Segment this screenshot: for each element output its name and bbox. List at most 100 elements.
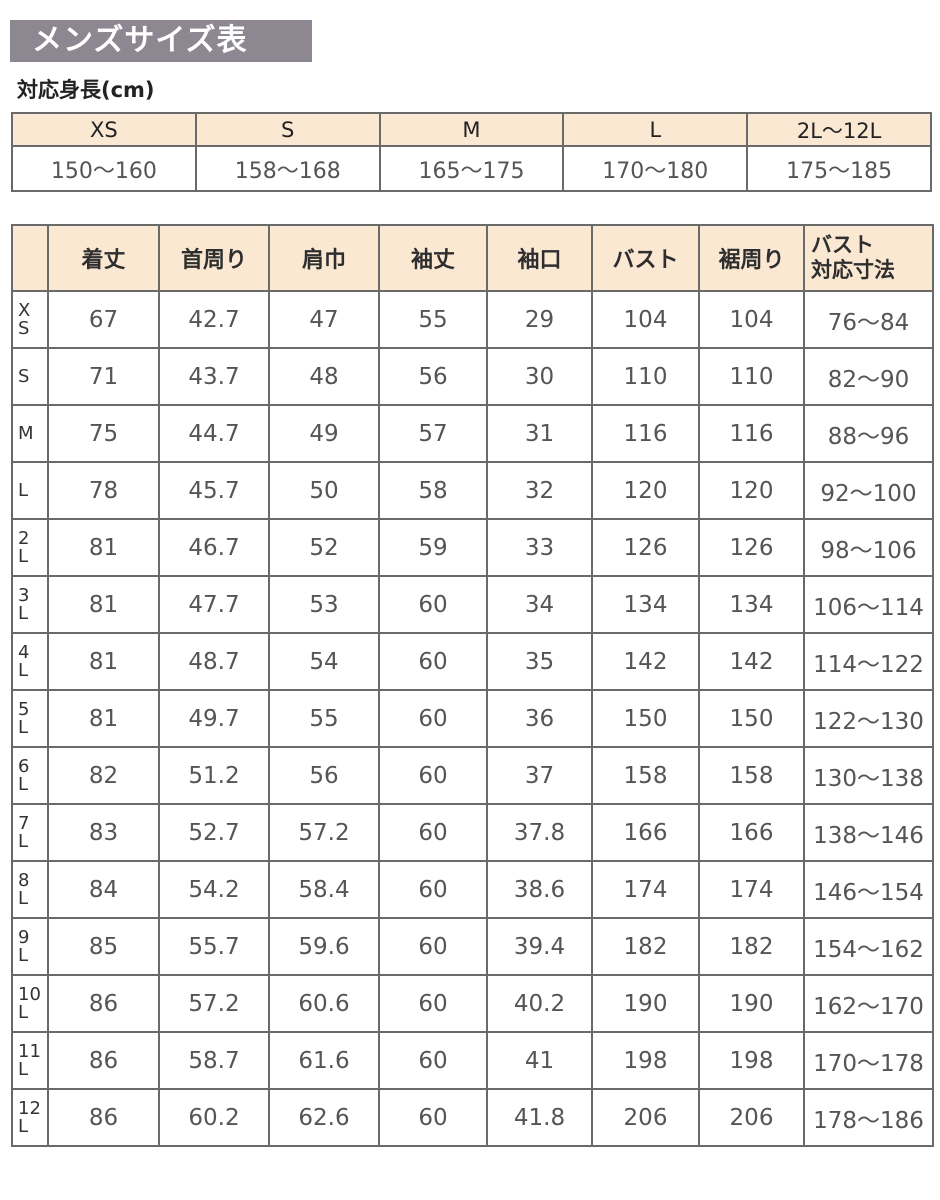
table-cell: 154〜162 <box>803 917 934 976</box>
table-cell: 52.7 <box>158 803 270 862</box>
table-cell: 110 <box>591 347 700 406</box>
table-cell: 44.7 <box>158 404 270 463</box>
table-cell: 86 <box>47 1088 160 1147</box>
table-cell: 48.7 <box>158 632 270 691</box>
table-cell: 146〜154 <box>803 860 934 919</box>
table-cell: 174 <box>698 860 805 919</box>
table-cell: 170〜178 <box>803 1031 934 1090</box>
table-cell: 60 <box>378 974 488 1033</box>
size-label: 10L <box>18 983 41 1023</box>
table-cell: 45.7 <box>158 461 270 520</box>
table-cell: 104 <box>698 290 805 349</box>
table-cell: 134 <box>698 575 805 634</box>
table-cell: 182 <box>698 917 805 976</box>
size-label-cell: 4L <box>11 632 49 691</box>
table-cell: 50 <box>268 461 380 520</box>
table-row: 7L 83 52.7 57.2 60 37.8 166 166 138〜146 <box>11 803 934 862</box>
table-cell: 48 <box>268 347 380 406</box>
table-cell: 81 <box>47 689 160 748</box>
table-cell: 138〜146 <box>803 803 934 862</box>
table-cell: 92〜100 <box>803 461 934 520</box>
table-cell: 134 <box>591 575 700 634</box>
table-cell: 106〜114 <box>803 575 934 634</box>
table-cell: 76〜84 <box>803 290 934 349</box>
table-cell: 59 <box>378 518 488 577</box>
size-table-header: 着丈 首周り 肩巾 袖丈 袖口 バスト 裾周り バスト 対応寸法 <box>11 224 934 292</box>
table-cell: 56 <box>268 746 380 805</box>
table-cell: 206 <box>591 1088 700 1147</box>
size-label-cell: XS <box>11 290 49 349</box>
size-label: 4L <box>18 641 30 681</box>
page-title: メンズサイズ表 <box>10 20 312 62</box>
table-row: 12L 86 60.2 62.6 60 41.8 206 206 178〜186 <box>11 1088 934 1147</box>
table-cell: 47 <box>268 290 380 349</box>
table-cell: 182 <box>591 917 700 976</box>
size-label-cell: 5L <box>11 689 49 748</box>
table-cell: 49 <box>268 404 380 463</box>
size-label-cell: 12L <box>11 1088 49 1147</box>
size-label-cell: S <box>11 347 49 406</box>
table-cell: 47.7 <box>158 575 270 634</box>
column-header: 裾周り <box>698 224 805 292</box>
table-cell: 84 <box>47 860 160 919</box>
height-size-header: M <box>378 112 565 147</box>
table-cell: 122〜130 <box>803 689 934 748</box>
table-cell: 56 <box>378 347 488 406</box>
table-cell: 54.2 <box>158 860 270 919</box>
height-value-row: 150〜160 158〜168 165〜175 170〜180 175〜185 <box>11 145 932 192</box>
table-cell: 61.6 <box>268 1031 380 1090</box>
table-row: L 78 45.7 50 58 32 120 120 92〜100 <box>11 461 934 520</box>
table-cell: 41.8 <box>486 1088 593 1147</box>
table-cell: 142 <box>591 632 700 691</box>
table-row: 2L 81 46.7 52 59 33 126 126 98〜106 <box>11 518 934 577</box>
size-label: 6L <box>18 755 30 795</box>
table-cell: 190 <box>698 974 805 1033</box>
table-cell: 78 <box>47 461 160 520</box>
table-cell: 67 <box>47 290 160 349</box>
table-cell: 198 <box>698 1031 805 1090</box>
table-cell: 60 <box>378 1088 488 1147</box>
size-label: M <box>18 422 34 444</box>
column-header: 首周り <box>158 224 270 292</box>
table-cell: 60 <box>378 632 488 691</box>
table-cell: 120 <box>591 461 700 520</box>
size-label-cell: 9L <box>11 917 49 976</box>
height-range-cell: 175〜185 <box>746 145 932 192</box>
header-line: 対応寸法 <box>811 258 895 282</box>
table-cell: 82 <box>47 746 160 805</box>
table-cell: 51.2 <box>158 746 270 805</box>
size-label-cell: 10L <box>11 974 49 1033</box>
table-cell: 116 <box>698 404 805 463</box>
table-cell: 37 <box>486 746 593 805</box>
table-cell: 58 <box>378 461 488 520</box>
table-cell: 120 <box>698 461 805 520</box>
table-cell: 88〜96 <box>803 404 934 463</box>
height-size-header: 2L〜12L <box>746 112 932 147</box>
height-size-row: XS S M L 2L〜12L <box>11 112 932 147</box>
table-cell: 116 <box>591 404 700 463</box>
size-label-cell: 3L <box>11 575 49 634</box>
table-cell: 62.6 <box>268 1088 380 1147</box>
table-cell: 60.6 <box>268 974 380 1033</box>
table-cell: 162〜170 <box>803 974 934 1033</box>
table-cell: 53 <box>268 575 380 634</box>
column-header: 袖丈 <box>378 224 488 292</box>
table-cell: 59.6 <box>268 917 380 976</box>
table-cell: 60 <box>378 689 488 748</box>
table-cell: 42.7 <box>158 290 270 349</box>
size-label-cell: 8L <box>11 860 49 919</box>
size-label-cell: 2L <box>11 518 49 577</box>
table-cell: 174 <box>591 860 700 919</box>
table-cell: 85 <box>47 917 160 976</box>
size-label: 12L <box>18 1097 41 1137</box>
size-label: 2L <box>18 527 30 567</box>
table-row: 3L 81 47.7 53 60 34 134 134 106〜114 <box>11 575 934 634</box>
table-row: S 71 43.7 48 56 30 110 110 82〜90 <box>11 347 934 406</box>
table-cell: 60 <box>378 1031 488 1090</box>
height-range-cell: 165〜175 <box>378 145 565 192</box>
table-cell: 29 <box>486 290 593 349</box>
table-cell: 60 <box>378 746 488 805</box>
height-range-cell: 170〜180 <box>562 145 749 192</box>
table-cell: 37.8 <box>486 803 593 862</box>
header-line: バスト <box>811 233 874 257</box>
